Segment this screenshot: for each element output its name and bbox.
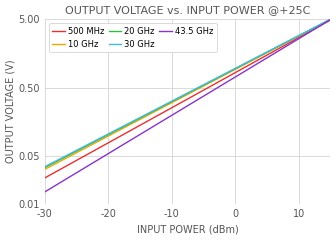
500 MHz bbox=[213, 83, 217, 85]
10 GHz bbox=[212, 79, 216, 82]
500 MHz bbox=[212, 83, 216, 86]
30 GHz bbox=[218, 75, 222, 78]
10 GHz bbox=[328, 18, 332, 21]
10 GHz bbox=[43, 168, 47, 171]
Line: 43.5 GHz: 43.5 GHz bbox=[45, 20, 330, 192]
43.5 GHz bbox=[44, 190, 48, 193]
500 MHz bbox=[43, 177, 47, 180]
Line: 30 GHz: 30 GHz bbox=[45, 19, 330, 167]
20 GHz bbox=[213, 78, 217, 81]
43.5 GHz bbox=[218, 85, 222, 88]
Title: OUTPUT VOLTAGE vs. INPUT POWER @+25C: OUTPUT VOLTAGE vs. INPUT POWER @+25C bbox=[65, 6, 310, 16]
43.5 GHz bbox=[328, 18, 332, 21]
43.5 GHz bbox=[43, 191, 47, 193]
20 GHz bbox=[218, 75, 222, 78]
20 GHz bbox=[43, 166, 47, 169]
43.5 GHz bbox=[302, 34, 306, 37]
30 GHz bbox=[43, 165, 47, 168]
X-axis label: INPUT POWER (dBm): INPUT POWER (dBm) bbox=[137, 224, 239, 234]
Line: 10 GHz: 10 GHz bbox=[45, 19, 330, 169]
10 GHz bbox=[218, 76, 222, 79]
43.5 GHz bbox=[212, 89, 216, 91]
43.5 GHz bbox=[284, 45, 288, 48]
30 GHz bbox=[328, 18, 332, 21]
20 GHz bbox=[44, 166, 48, 168]
500 MHz bbox=[218, 80, 222, 83]
Legend: 500 MHz, 10 GHz, 20 GHz, 30 GHz, 43.5 GHz: 500 MHz, 10 GHz, 20 GHz, 30 GHz, 43.5 GH… bbox=[49, 23, 217, 52]
500 MHz bbox=[302, 33, 306, 36]
10 GHz bbox=[44, 168, 48, 170]
30 GHz bbox=[212, 78, 216, 81]
Y-axis label: OUTPUT VOLTAGE (V): OUTPUT VOLTAGE (V) bbox=[6, 60, 15, 163]
30 GHz bbox=[284, 41, 288, 44]
500 MHz bbox=[284, 43, 288, 46]
Line: 500 MHz: 500 MHz bbox=[45, 20, 330, 178]
30 GHz bbox=[302, 32, 306, 35]
20 GHz bbox=[212, 78, 216, 81]
500 MHz bbox=[328, 18, 332, 21]
43.5 GHz bbox=[213, 88, 217, 91]
500 MHz bbox=[44, 176, 48, 179]
20 GHz bbox=[328, 18, 332, 21]
30 GHz bbox=[44, 165, 48, 168]
10 GHz bbox=[213, 79, 217, 82]
20 GHz bbox=[284, 41, 288, 44]
Line: 20 GHz: 20 GHz bbox=[45, 19, 330, 168]
10 GHz bbox=[302, 32, 306, 35]
10 GHz bbox=[284, 42, 288, 44]
30 GHz bbox=[213, 78, 217, 80]
20 GHz bbox=[302, 32, 306, 35]
